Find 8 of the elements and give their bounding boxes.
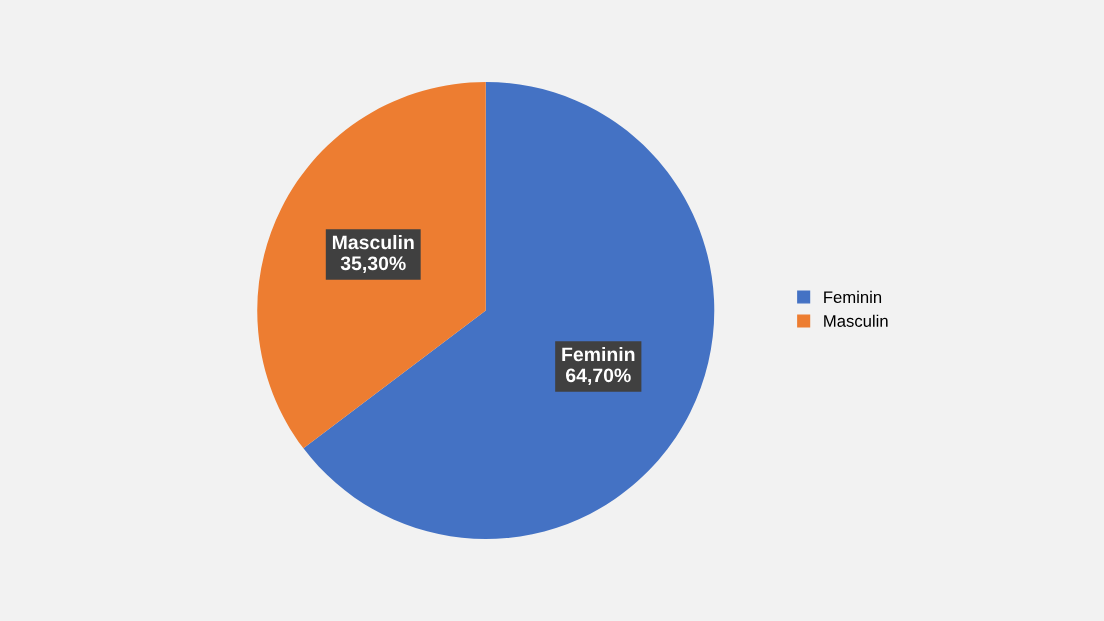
slice-label: Masculin: [332, 234, 414, 250]
pie-slice: [303, 81, 715, 540]
data-label: 35,30%: [340, 256, 406, 274]
legend-label: Feminin: [824, 290, 882, 304]
data-label: 64,70%: [566, 368, 631, 386]
pie-slice: [257, 81, 486, 449]
legend-label: Masculin: [824, 314, 888, 327]
slice-label: Feminin: [562, 346, 635, 362]
